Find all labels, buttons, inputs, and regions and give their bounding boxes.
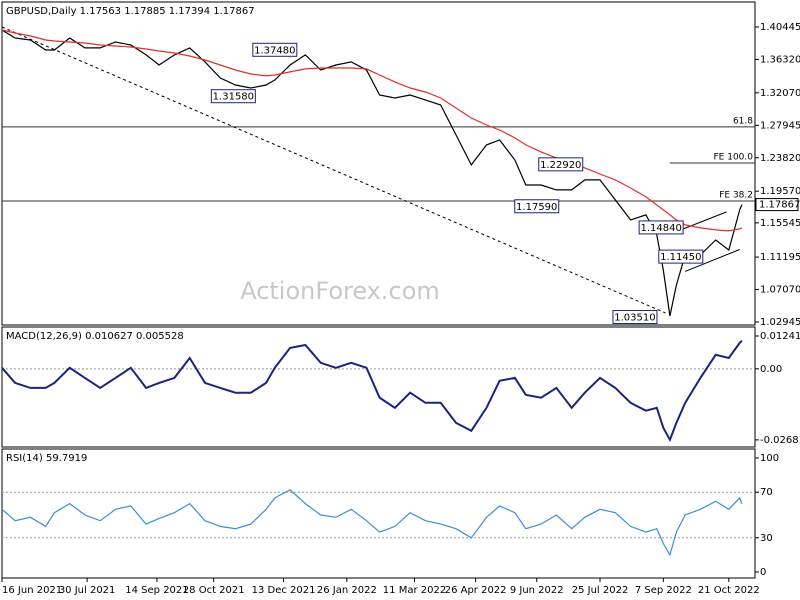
panel-frame: [1, 448, 756, 579]
price-label: 1.03510: [614, 313, 655, 324]
y-tick-label: 1.32070: [760, 88, 800, 99]
x-tick-label: 9 Jun 2022: [510, 585, 564, 596]
panel-frame: [1, 326, 756, 448]
trendline: [1, 26, 666, 314]
price-label-box: [252, 42, 298, 57]
x-tick-label: 11 Mar 2022: [383, 585, 446, 596]
x-tick-label: 14 Sep 2021: [125, 585, 188, 596]
price-label: 1.17590: [516, 202, 557, 213]
y-tick-label: -0.026811: [760, 435, 800, 446]
last-price-box: [755, 198, 799, 212]
fib-label: 61.8: [733, 116, 753, 126]
panel-frame: [1, 1, 756, 326]
price-label: 1.14840: [640, 223, 681, 234]
series-line: [1, 339, 743, 443]
y-tick-label: 1.40445: [760, 22, 800, 33]
y-tick-label: 100: [760, 453, 779, 464]
x-tick-label: 28 Oct 2021: [183, 585, 245, 596]
y-tick-label: 1.02945: [760, 317, 800, 328]
x-tick-label: 21 Oct 2022: [698, 585, 760, 596]
price-label-box: [612, 310, 658, 325]
y-tick-label: 0.01241: [760, 331, 800, 342]
x-tick-label: 16 Jun 2021: [2, 585, 62, 596]
y-tick-label: 0.00: [760, 364, 782, 375]
price-label-box: [658, 249, 704, 264]
x-tick-label: 30 Jul 2021: [59, 585, 116, 596]
y-tick-label: 1.27945: [760, 120, 800, 131]
watermark: ActionForex.com: [240, 277, 440, 305]
y-tick-label: 1.36320: [760, 54, 800, 65]
panel-title: GBPUSD,Daily 1.17563 1.17885 1.17394 1.1…: [6, 6, 255, 17]
panel-title: RSI(14) 59.7919: [6, 453, 87, 464]
y-tick-label: 1.23820: [760, 153, 800, 164]
y-tick-label: 70: [760, 487, 773, 498]
series-line: [1, 29, 743, 317]
trendline: [680, 211, 727, 231]
x-tick-label: 25 Jul 2022: [572, 585, 629, 596]
y-tick-label: 30: [760, 533, 773, 544]
price-label-box: [210, 89, 256, 104]
y-tick-label: 1.19570: [760, 186, 800, 197]
x-tick-label: 7 Sep 2022: [635, 585, 692, 596]
y-tick-label: 1.15545: [760, 218, 800, 229]
y-tick-label: 1.11195: [760, 252, 800, 263]
price-label: 1.11450: [660, 252, 701, 263]
y-tick-label: 0: [760, 567, 766, 578]
trendline: [684, 249, 740, 272]
price-label-box: [538, 157, 584, 172]
price-label: 1.31580: [213, 92, 254, 103]
price-label-box: [514, 199, 560, 214]
x-tick-label: 26 Jan 2022: [317, 585, 377, 596]
last-price: 1.17867: [759, 200, 800, 211]
panel-title: MACD(12,26,9) 0.010627 0.005528: [6, 331, 184, 342]
x-tick-label: 26 Apr 2022: [445, 585, 507, 596]
price-label: 1.22920: [540, 160, 581, 171]
y-tick-label: 1.07070: [760, 285, 800, 296]
fib-label: FE 100.0: [714, 152, 754, 162]
series-line: [1, 29, 743, 232]
series-line: [1, 489, 743, 557]
fib-label: FE 38.2: [719, 190, 753, 200]
x-tick-label: 13 Dec 2021: [252, 585, 316, 596]
price-label: 1.37480: [254, 45, 295, 56]
price-label-box: [638, 220, 684, 235]
